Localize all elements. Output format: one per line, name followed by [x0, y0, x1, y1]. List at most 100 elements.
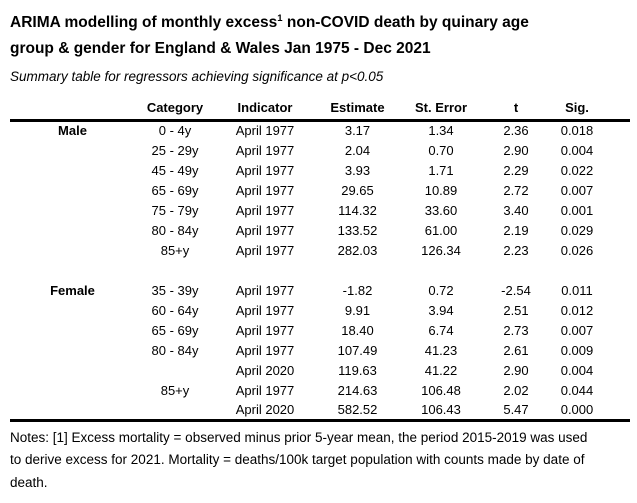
indicator-cell: April 2020	[235, 401, 295, 417]
st-error-cell: 1.71	[428, 162, 454, 178]
gender-cell	[10, 380, 135, 400]
table-row: 65 - 69y April 1977 18.40 6.74 2.73 0.00…	[10, 320, 630, 340]
title-line1-text: ARIMA modelling of monthly excess1 non-C…	[10, 14, 529, 31]
estimate-cell: 3.93	[344, 162, 371, 178]
t-cell: 2.90	[503, 142, 529, 158]
gender-cell	[10, 240, 135, 260]
estimate-cell: 282.03	[337, 242, 378, 258]
t-cell: 3.40	[503, 202, 529, 218]
footnote-marker: 1	[277, 12, 283, 24]
col-header-t: t	[482, 98, 550, 122]
spacer-cell	[10, 260, 630, 280]
notes-line: Notes: [1] Excess mortality = observed m…	[10, 429, 588, 445]
results-table: Category Indicator Estimate St. Error t …	[10, 98, 630, 422]
col-header-indicator: Indicator	[215, 98, 315, 122]
st-error-cell: 3.94	[428, 302, 454, 318]
sig-cell: 0.026	[560, 242, 594, 258]
table-row: Male 0 - 4y April 1977 3.17 1.34 2.36 0.…	[10, 120, 630, 140]
table-row: 85+y April 1977 214.63 106.48 2.02 0.044	[10, 380, 630, 400]
title-line1-pre: ARIMA modelling of monthly excess	[10, 14, 278, 31]
category-cell: 65 - 69y	[151, 322, 199, 338]
category-cell: 80 - 84y	[151, 222, 199, 238]
gender-cell	[10, 160, 135, 180]
estimate-cell: 18.40	[341, 322, 374, 338]
sig-cell: 0.004	[560, 362, 594, 378]
category-cell: 45 - 49y	[151, 162, 199, 178]
t-cell: 5.47	[503, 401, 529, 417]
indicator-cell: April 1977	[235, 162, 295, 178]
indicator-cell: April 1977	[235, 123, 295, 139]
estimate-cell: 133.52	[337, 222, 378, 238]
estimate-cell: 107.49	[337, 342, 378, 358]
estimate-cell: 114.32	[338, 202, 377, 218]
category-cell: 85+y	[160, 242, 190, 258]
st-error-cell: 0.70	[428, 142, 454, 158]
estimate-cell: 3.17	[344, 123, 371, 139]
section-spacer-row	[10, 260, 630, 280]
title-line1-post: non-COVID death by quinary age	[282, 14, 529, 31]
estimate-cell: 214.63	[337, 382, 378, 398]
sig-cell: 0.011	[561, 282, 593, 298]
category-cell: 75 - 79y	[151, 202, 199, 218]
t-cell: 2.73	[503, 322, 529, 338]
st-error-cell: 106.43	[421, 401, 461, 417]
t-cell: 2.29	[503, 162, 529, 178]
category-cell: 0 - 4y	[158, 123, 192, 139]
table-row: 65 - 69y April 1977 29.65 10.89 2.72 0.0…	[10, 180, 630, 200]
t-cell: 2.23	[503, 242, 529, 258]
col-header-st-error: St. Error	[400, 98, 482, 122]
notes-line: to derive excess for 2021. Mortality = d…	[10, 452, 585, 467]
sig-cell: 0.022	[560, 162, 594, 178]
category-cell: 80 - 84y	[151, 342, 199, 358]
t-cell: 2.36	[503, 123, 529, 139]
gender-cell	[10, 340, 135, 360]
table-row: April 2020 119.63 41.22 2.90 0.004	[10, 360, 630, 380]
sig-cell: 0.009	[560, 342, 594, 358]
st-error-cell: 61.00	[424, 222, 458, 238]
estimate-cell: 29.65	[341, 182, 374, 198]
sig-cell: 0.018	[560, 123, 594, 139]
indicator-cell: April 1977	[235, 142, 295, 158]
gender-cell	[10, 200, 135, 220]
gender-cell	[10, 320, 135, 340]
estimate-cell: 119.63	[338, 362, 377, 378]
gender-cell	[10, 220, 135, 240]
table-row: 80 - 84y April 1977 133.52 61.00 2.19 0.…	[10, 220, 630, 240]
table-row: 25 - 29y April 1977 2.04 0.70 2.90 0.004	[10, 140, 630, 160]
gender-cell: Female	[50, 282, 95, 298]
gender-cell	[10, 140, 135, 160]
indicator-cell: April 2020	[235, 362, 295, 378]
st-error-cell: 106.48	[421, 382, 461, 398]
gender-cell	[10, 300, 135, 320]
table-row: April 2020 582.52 106.43 5.47 0.000	[10, 400, 630, 420]
st-error-cell: 10.89	[424, 182, 458, 198]
indicator-cell: April 1977	[235, 202, 295, 218]
col-header-estimate: Estimate	[315, 98, 400, 122]
category-cell: 65 - 69y	[151, 182, 199, 198]
table-row: Female 35 - 39y April 1977 -1.82 0.72 -2…	[10, 280, 630, 300]
gender-cell	[10, 400, 135, 420]
sig-cell: 0.000	[560, 401, 594, 417]
sig-cell: 0.044	[560, 382, 594, 398]
estimate-cell: 582.52	[337, 401, 378, 417]
t-cell: 2.90	[503, 362, 529, 378]
indicator-cell: April 1977	[235, 342, 295, 358]
table-row: 75 - 79y April 1977 114.32 33.60 3.40 0.…	[10, 200, 630, 220]
document-subtitle: Summary table for regressors achieving s…	[10, 69, 384, 84]
col-header-blank	[10, 98, 135, 122]
indicator-cell: April 1977	[235, 302, 295, 318]
sig-cell: 0.007	[560, 322, 594, 338]
estimate-cell: 2.04	[344, 142, 371, 158]
estimate-cell: 9.91	[344, 302, 371, 318]
t-cell: 2.61	[503, 342, 529, 358]
st-error-cell: 6.74	[428, 322, 454, 338]
table-row: 45 - 49y April 1977 3.93 1.71 2.29 0.022	[10, 160, 630, 180]
notes-block: Notes: [1] Excess mortality = observed m…	[10, 427, 630, 495]
category-cell: 35 - 39y	[151, 282, 199, 298]
t-cell: 2.51	[503, 302, 529, 318]
st-error-cell: 1.34	[428, 123, 454, 139]
st-error-cell: 33.60	[424, 202, 458, 218]
category-cell	[135, 400, 215, 420]
document-title: ARIMA modelling of monthly excess1 non-C…	[10, 10, 629, 62]
indicator-cell: April 1977	[235, 182, 295, 198]
